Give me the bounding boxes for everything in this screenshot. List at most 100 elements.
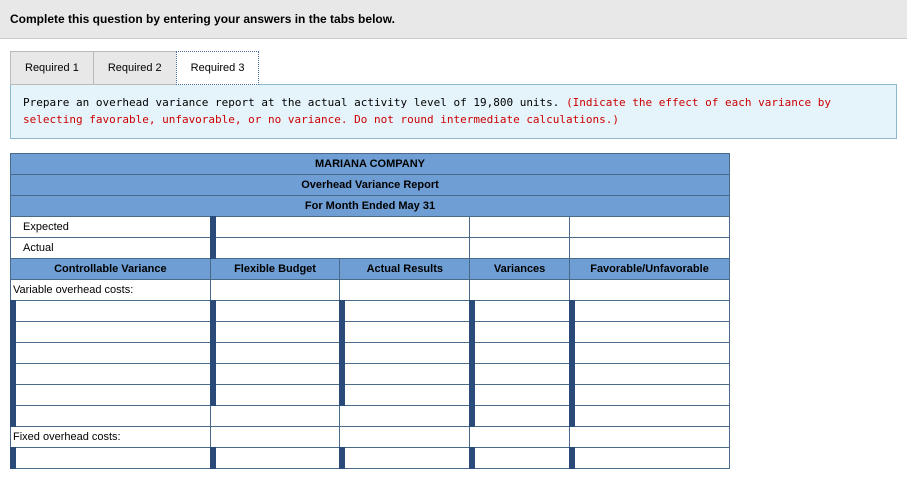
tab-required-1[interactable]: Required 1 [10, 51, 94, 85]
input-cell[interactable] [210, 448, 340, 469]
input-cell[interactable] [210, 238, 470, 259]
tab-required-2[interactable]: Required 2 [93, 51, 177, 85]
tab-required-3[interactable]: Required 3 [176, 51, 260, 85]
drag-handle[interactable] [210, 447, 216, 469]
table-row [11, 385, 730, 406]
drag-handle[interactable] [469, 342, 475, 364]
input-cell[interactable] [340, 364, 470, 385]
table-row: Expected [11, 217, 730, 238]
cell[interactable] [570, 280, 730, 301]
input-cell[interactable] [11, 385, 211, 406]
header-bar: Complete this question by entering your … [0, 0, 907, 39]
drag-handle[interactable] [210, 363, 216, 385]
drag-handle[interactable] [569, 321, 575, 343]
input-cell[interactable] [470, 448, 570, 469]
drag-handle[interactable] [10, 405, 16, 427]
input-cell[interactable] [570, 301, 730, 322]
cell[interactable] [340, 406, 470, 427]
input-cell[interactable] [210, 343, 340, 364]
cell[interactable] [340, 280, 470, 301]
drag-handle[interactable] [469, 447, 475, 469]
input-cell[interactable] [11, 322, 211, 343]
instruction-bar: Prepare an overhead variance report at t… [10, 84, 897, 139]
drag-handle[interactable] [569, 363, 575, 385]
cell[interactable] [340, 427, 470, 448]
cell[interactable] [210, 427, 340, 448]
sheet-wrap: MARIANA COMPANY Overhead Variance Report… [0, 139, 907, 469]
drag-handle[interactable] [569, 384, 575, 406]
input-cell[interactable] [470, 322, 570, 343]
drag-handle[interactable] [210, 342, 216, 364]
input-cell[interactable] [470, 301, 570, 322]
input-cell[interactable] [210, 364, 340, 385]
input-cell[interactable] [340, 343, 470, 364]
cell[interactable] [210, 406, 340, 427]
tab-area: Required 1Required 2Required 3 Prepare a… [0, 39, 907, 139]
input-cell[interactable] [340, 448, 470, 469]
drag-handle[interactable] [210, 321, 216, 343]
cell[interactable] [470, 280, 570, 301]
col-flexible-budget: Flexible Budget [210, 259, 340, 280]
drag-handle[interactable] [469, 363, 475, 385]
cell[interactable] [570, 238, 730, 259]
input-cell[interactable] [570, 322, 730, 343]
drag-handle[interactable] [339, 384, 345, 406]
drag-handle[interactable] [339, 342, 345, 364]
drag-handle[interactable] [339, 447, 345, 469]
input-cell[interactable] [570, 448, 730, 469]
drag-handle[interactable] [10, 447, 16, 469]
drag-handle[interactable] [339, 300, 345, 322]
table-row [11, 322, 730, 343]
input-cell[interactable] [470, 343, 570, 364]
input-cell[interactable] [340, 385, 470, 406]
input-cell[interactable] [11, 301, 211, 322]
drag-handle[interactable] [210, 384, 216, 406]
drag-handle[interactable] [569, 342, 575, 364]
cell[interactable] [470, 238, 570, 259]
cell[interactable] [470, 427, 570, 448]
drag-handle[interactable] [569, 300, 575, 322]
input-cell[interactable] [570, 406, 730, 427]
drag-handle[interactable] [10, 321, 16, 343]
input-cell[interactable] [470, 406, 570, 427]
input-cell[interactable] [340, 322, 470, 343]
drag-handle[interactable] [569, 405, 575, 427]
input-cell[interactable] [210, 385, 340, 406]
drag-handle[interactable] [569, 447, 575, 469]
table-row: Actual [11, 238, 730, 259]
input-cell[interactable] [570, 343, 730, 364]
input-cell[interactable] [11, 364, 211, 385]
input-cell[interactable] [210, 301, 340, 322]
drag-handle[interactable] [469, 300, 475, 322]
table-row [11, 343, 730, 364]
input-cell[interactable] [11, 448, 211, 469]
input-cell[interactable] [340, 301, 470, 322]
input-cell[interactable] [570, 385, 730, 406]
cell[interactable] [570, 217, 730, 238]
drag-handle[interactable] [469, 321, 475, 343]
drag-handle[interactable] [210, 300, 216, 322]
drag-handle[interactable] [339, 321, 345, 343]
drag-handle[interactable] [10, 363, 16, 385]
input-cell[interactable] [210, 322, 340, 343]
input-cell[interactable] [570, 364, 730, 385]
input-cell[interactable] [11, 406, 211, 427]
input-cell[interactable] [210, 217, 470, 238]
input-cell[interactable] [470, 385, 570, 406]
input-cell[interactable] [470, 364, 570, 385]
cell[interactable] [210, 280, 340, 301]
drag-handle[interactable] [339, 363, 345, 385]
col-variances: Variances [470, 259, 570, 280]
drag-handle[interactable] [10, 384, 16, 406]
drag-handle[interactable] [10, 342, 16, 364]
col-controllable: Controllable Variance [11, 259, 211, 280]
cell[interactable] [470, 217, 570, 238]
drag-handle[interactable] [469, 405, 475, 427]
variable-overhead-label: Variable overhead costs: [11, 280, 211, 301]
drag-handle[interactable] [469, 384, 475, 406]
cell[interactable] [570, 427, 730, 448]
tab-row: Required 1Required 2Required 3 [10, 51, 897, 85]
drag-handle[interactable] [10, 300, 16, 322]
table-row: Fixed overhead costs: [11, 427, 730, 448]
input-cell[interactable] [11, 343, 211, 364]
